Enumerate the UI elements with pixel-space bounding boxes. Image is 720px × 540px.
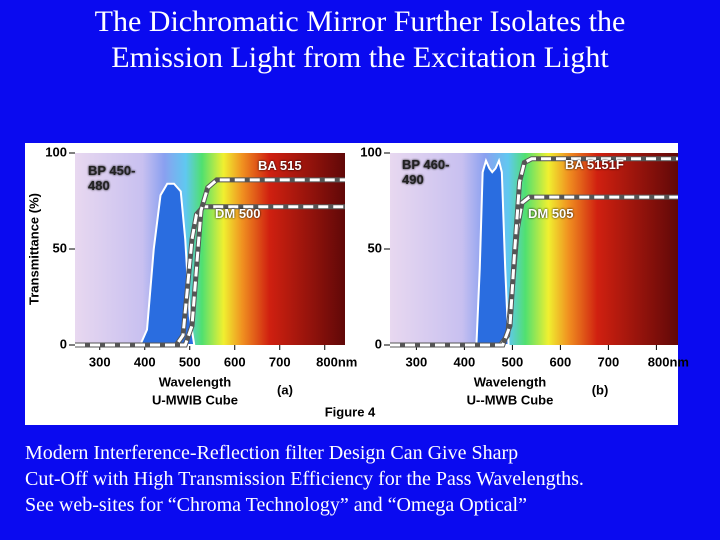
series-label: DM 500 [215,206,261,221]
filter-band [475,157,510,346]
filter-curve [75,178,345,347]
x-tick-label: 700 [269,354,291,369]
y-tick-label: 100 [45,144,67,159]
series-label: BA 515 [258,158,302,173]
x-axis-label: Wavelength [474,374,547,389]
x-tick-label: 800nm [648,354,689,369]
body-line: Cut-Off with High Transmission Efficienc… [25,468,584,490]
figure-caption: Figure 4 [325,404,376,419]
series-label: BP 460-490 [402,157,450,187]
x-tick-label: 400 [454,354,476,369]
y-tick-label: 50 [53,240,67,255]
x-tick-label: 600 [550,354,572,369]
series-label: DM 505 [528,206,574,221]
plot-area [390,153,678,345]
y-axis-label: Transmittance (%) [26,193,41,305]
panel-label: (a) [277,382,293,397]
x-tick-label: 800nm [316,354,357,369]
series-label: BA 5151F [565,157,624,172]
x-tick-label: 300 [89,354,111,369]
body-line: Modern Interference-Reflection filter De… [25,442,519,464]
x-tick-label: 400 [134,354,156,369]
x-tick-label: 500 [502,354,524,369]
y-tick-label: 100 [360,144,382,159]
x-tick-label: 500 [179,354,201,369]
x-tick-label: 600 [224,354,246,369]
cube-label: U-MWIB Cube [152,392,238,407]
y-tick-label: 0 [60,336,67,351]
cube-label: U--MWB Cube [467,392,554,407]
x-axis-label: Wavelength [159,374,232,389]
slide-title: The Dichromatic Mirror Further Isolates … [94,5,626,74]
y-tick-label: 0 [375,336,382,351]
filter-curve [390,157,678,347]
y-tick-label: 50 [368,240,382,255]
series-label: BP 450-480 [88,163,136,193]
body-text: Modern Interference-Reflection filter De… [25,440,715,518]
x-tick-label: 300 [406,354,428,369]
body-line: See web-sites for “Chroma Technology” an… [25,494,527,516]
x-tick-label: 700 [598,354,620,369]
panel-label: (b) [592,382,609,397]
